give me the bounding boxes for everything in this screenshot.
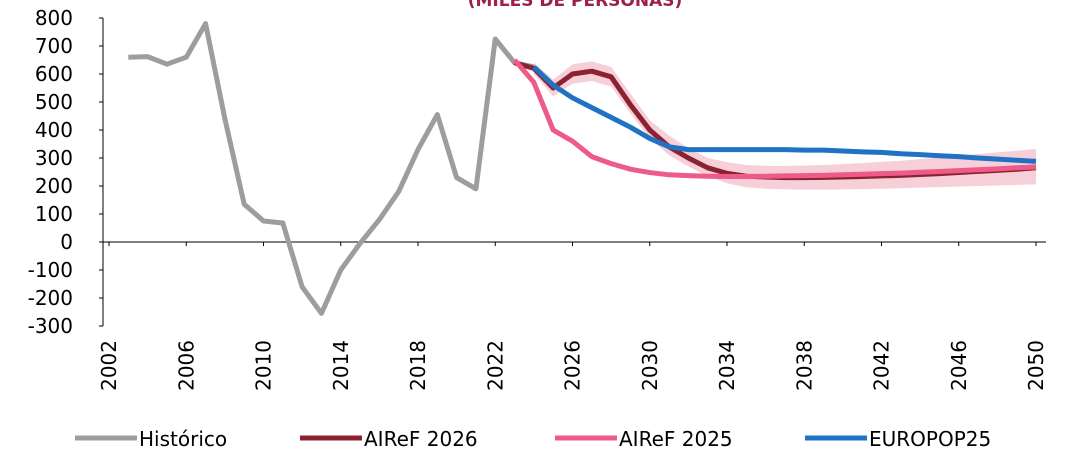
x-tick-label: 2046 xyxy=(947,340,971,391)
legend-label: Histórico xyxy=(139,427,227,450)
x-tick-label: 2006 xyxy=(174,340,198,391)
x-tick-label: 2038 xyxy=(792,340,816,391)
y-tick-label: 400 xyxy=(35,118,73,142)
y-tick-label: 700 xyxy=(35,34,73,58)
legend-label: AIReF 2026 xyxy=(364,427,478,450)
x-tick-label: 2034 xyxy=(715,340,739,391)
y-tick-label: -300 xyxy=(28,314,73,338)
y-tick-label: 600 xyxy=(35,62,73,86)
series-line xyxy=(532,65,1037,164)
y-tick-label: 0 xyxy=(60,230,73,254)
x-tick-label: 2018 xyxy=(406,340,430,391)
y-tick-label: 300 xyxy=(35,146,73,170)
y-tick-label: 800 xyxy=(35,6,73,30)
x-tick-label: 2002 xyxy=(97,340,121,391)
x-tick-label: 2042 xyxy=(870,340,894,391)
legend-label: AIReF 2025 xyxy=(619,427,733,450)
series-line xyxy=(512,58,1037,179)
y-tick-label: 500 xyxy=(35,90,73,114)
x-tick-label: 2014 xyxy=(329,340,353,391)
y-tick-label: -200 xyxy=(28,286,73,310)
legend-label: EUROPOP25 xyxy=(869,427,991,450)
x-tick-label: 2050 xyxy=(1024,340,1048,391)
series-line xyxy=(128,21,535,316)
chart-title: (MILES DE PERSONAS) xyxy=(468,0,683,11)
y-tick-label: 100 xyxy=(35,202,73,226)
x-tick-label: 2022 xyxy=(483,340,507,391)
x-tick-label: 2026 xyxy=(561,340,585,391)
y-tick-label: -100 xyxy=(28,258,73,282)
x-tick-label: 2010 xyxy=(252,340,276,391)
y-tick-label: 200 xyxy=(35,174,73,198)
x-tick-label: 2030 xyxy=(638,340,662,391)
